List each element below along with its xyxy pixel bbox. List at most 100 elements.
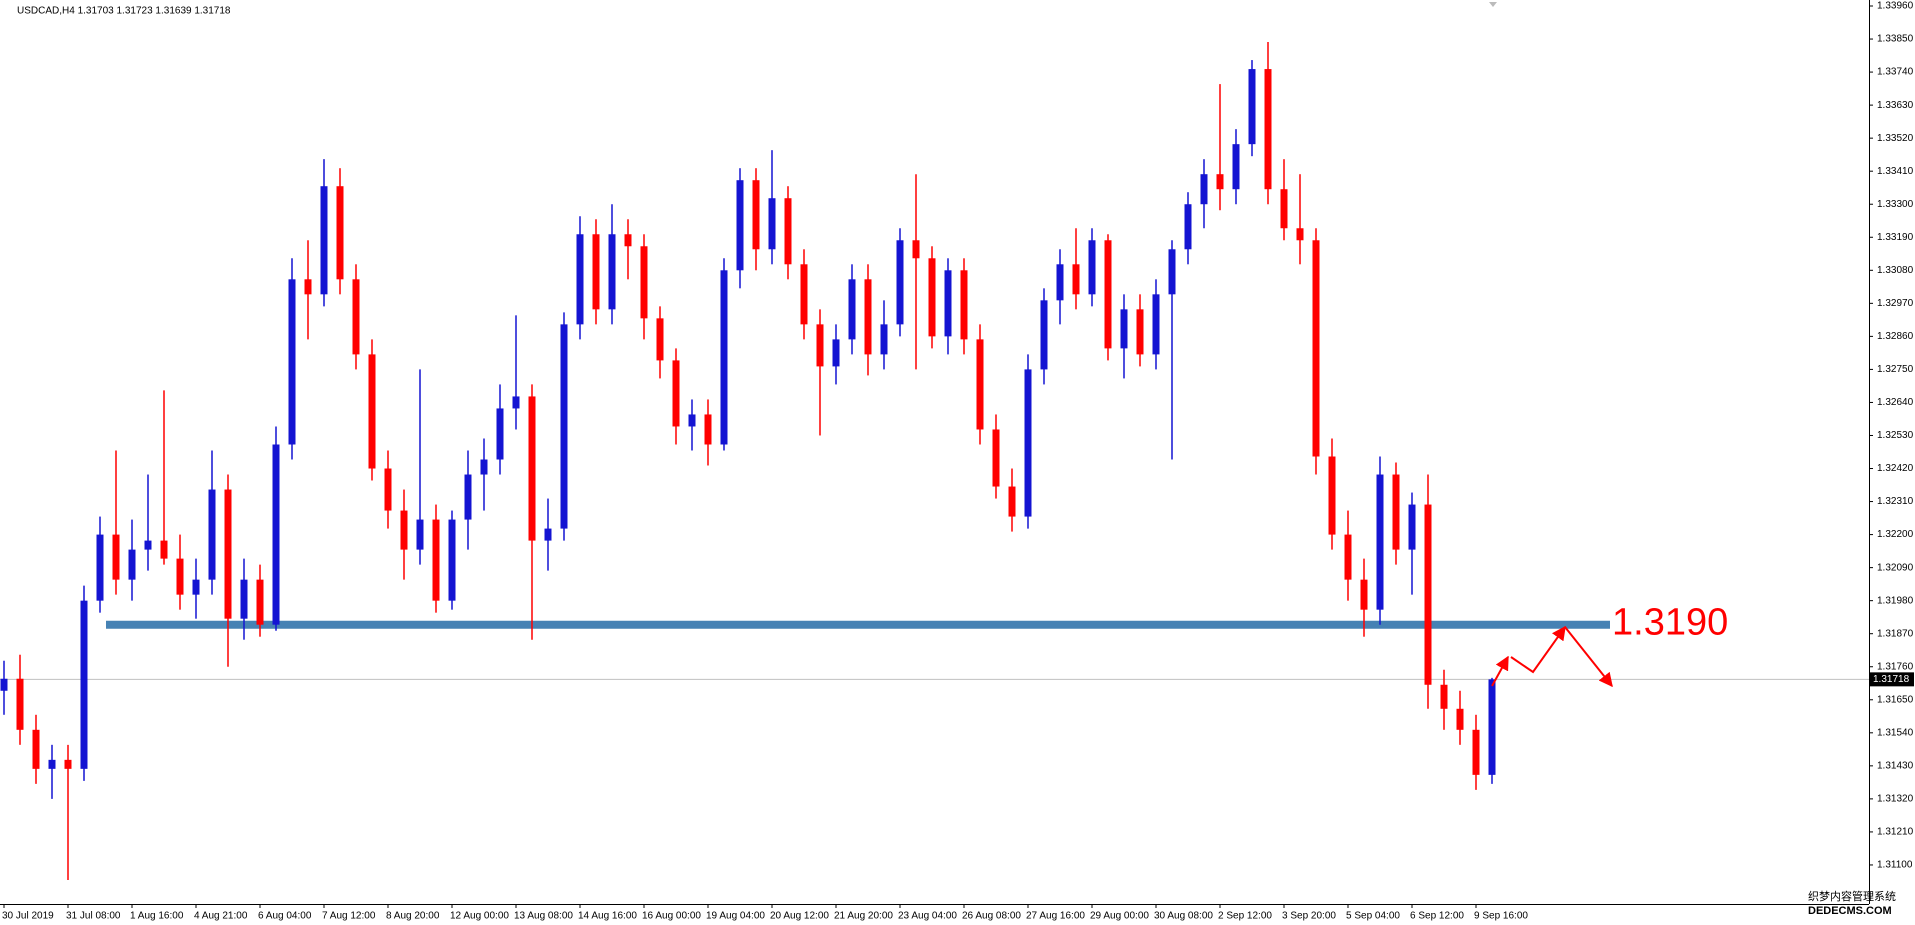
candle-body (1392, 474, 1400, 550)
candle-body (1136, 309, 1144, 355)
candle-body (656, 318, 664, 361)
x-tick-label: 31 Jul 08:00 (66, 911, 121, 922)
x-tick-label: 14 Aug 16:00 (578, 911, 637, 922)
y-tick-label: 1.31870 (1877, 628, 1914, 639)
candle-body (288, 279, 296, 445)
candle-body (1264, 69, 1272, 190)
candle-body (992, 429, 1000, 487)
candle-body (480, 459, 488, 475)
candle-body (1024, 369, 1032, 517)
candle-body (448, 519, 456, 601)
candle-body (384, 468, 392, 511)
y-tick-label: 1.33740 (1877, 67, 1914, 78)
candle-body (32, 729, 40, 769)
y-tick-label: 1.33630 (1877, 100, 1914, 111)
y-tick-label: 1.32420 (1877, 463, 1914, 474)
candle-body (1280, 189, 1288, 229)
candle-body (864, 279, 872, 355)
candle-body (16, 678, 24, 730)
candle-body (1056, 264, 1064, 301)
y-tick-label: 1.31760 (1877, 661, 1914, 672)
y-tick-label: 1.32530 (1877, 430, 1914, 441)
candle-body (1312, 240, 1320, 457)
candle-body (1440, 684, 1448, 709)
candle-body (320, 186, 328, 295)
candle-body (928, 258, 936, 337)
x-tick-label: 7 Aug 12:00 (322, 911, 376, 922)
y-tick-label: 1.31540 (1877, 727, 1914, 738)
candle-body (432, 519, 440, 601)
candle-body (608, 234, 616, 310)
candle-body (912, 240, 920, 259)
candle-body (640, 246, 648, 319)
candle-body (1408, 504, 1416, 550)
candle-body (416, 519, 424, 550)
candle-body (1184, 204, 1192, 250)
projection (1491, 625, 1613, 688)
candle-body (1088, 240, 1096, 295)
candle-body (112, 534, 120, 580)
candle-body (832, 339, 840, 367)
candle-body (176, 558, 184, 595)
candle-body (704, 414, 712, 445)
x-tick-label: 16 Aug 00:00 (642, 911, 701, 922)
y-tick-label: 1.33410 (1877, 166, 1914, 177)
candle-body (560, 324, 568, 529)
x-tick-label: 12 Aug 00:00 (450, 911, 509, 922)
candle-body (352, 279, 360, 355)
candle-body (80, 600, 88, 769)
arrow (1510, 625, 1566, 674)
candle-body (1328, 456, 1336, 535)
candle-body (592, 234, 600, 310)
candle-body (336, 186, 344, 280)
candle-body (240, 579, 248, 619)
x-tick-label: 23 Aug 04:00 (898, 911, 957, 922)
candle-body (1040, 300, 1048, 370)
y-tick-label: 1.32860 (1877, 331, 1914, 342)
symbol-header: USDCAD,H4 1.31703 1.31723 1.31639 1.3171… (17, 6, 231, 17)
candle-body (64, 759, 72, 769)
candle-body (400, 510, 408, 550)
candle-body (976, 339, 984, 430)
y-tick-label: 1.33850 (1877, 34, 1914, 45)
candle-body (1488, 679, 1496, 775)
candle-body (224, 489, 232, 619)
candle-body (624, 234, 632, 247)
candle-body (48, 759, 56, 769)
watermark: 织梦内容管理系统 (1808, 889, 1896, 903)
candle-body (944, 270, 952, 337)
candle-body (304, 279, 312, 295)
y-tick-label: 1.33300 (1877, 199, 1914, 210)
candle-body (752, 180, 760, 250)
y-tick-label: 1.31980 (1877, 595, 1914, 606)
candle-body (496, 408, 504, 460)
candle-body (144, 540, 152, 550)
current-price-box (1870, 672, 1914, 687)
y-tick-label: 1.32970 (1877, 298, 1914, 309)
x-tick-label: 5 Sep 04:00 (1346, 911, 1400, 922)
candle-body (1152, 294, 1160, 355)
candle-body (720, 270, 728, 445)
level-label: 1.3190 (1612, 602, 1728, 644)
candle-body (960, 270, 968, 340)
candle-body (128, 549, 136, 580)
x-tick-label: 1 Aug 16:00 (130, 911, 184, 922)
x-tick-label: 4 Aug 21:00 (194, 911, 248, 922)
candle-body (528, 396, 536, 541)
candle-body (96, 534, 104, 601)
candle-body (256, 579, 264, 625)
candle-body (1168, 249, 1176, 295)
candle-body (800, 264, 808, 325)
candle-body (768, 198, 776, 250)
plot-back (0, 620, 1869, 680)
candles (0, 42, 1496, 880)
candle-body (816, 324, 824, 367)
y-tick-label: 1.31210 (1877, 827, 1914, 838)
candle-body (1424, 504, 1432, 685)
candle-body (880, 324, 888, 355)
x-tick-label: 13 Aug 08:00 (514, 911, 573, 922)
x-tick-label: 6 Sep 12:00 (1410, 911, 1464, 922)
candle-body (1232, 144, 1240, 190)
candle-body (1472, 729, 1480, 775)
